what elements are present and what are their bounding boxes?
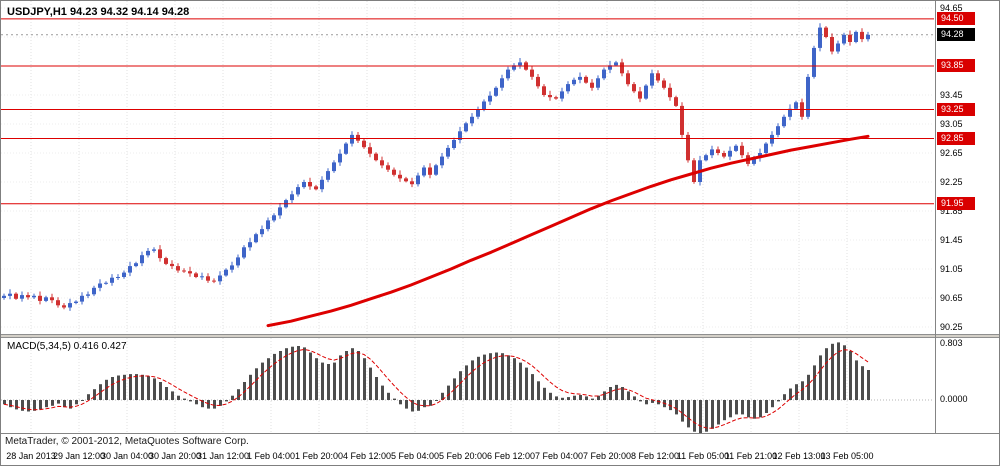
- time-tick-label: 6 Feb 12:00: [486, 451, 536, 461]
- price-tick-label: 93.45: [940, 90, 963, 100]
- pane-splitter[interactable]: [1, 334, 999, 338]
- level-price-badge: 93.25: [937, 103, 975, 116]
- macd-indicator-label: MACD(5,34,5) 0.416 0.427: [7, 341, 127, 352]
- price-tick-label: 92.65: [940, 148, 963, 158]
- time-tick-label: 31 Jan 12:00: [196, 451, 250, 461]
- level-price-badge: 94.50: [937, 12, 975, 25]
- time-axis[interactable]: 28 Jan 2013 29 Jan 12:00 30 Jan 04:00 30 Ja…: [1, 450, 999, 465]
- time-tick-label: 7 Feb 20:00: [582, 451, 632, 461]
- time-tick-label: 4 Feb 12:00: [342, 451, 392, 461]
- current-price-badge: 94.28: [937, 28, 975, 41]
- price-axis-separator: [935, 1, 936, 433]
- time-tick-label: 11 Feb 05:00: [676, 451, 730, 461]
- price-chart-pane[interactable]: [1, 1, 934, 334]
- time-tick-label: 28 Jan 2013: [6, 451, 56, 461]
- price-tick-label: 91.45: [940, 235, 963, 245]
- time-tick-label: 30 Jan 20:00: [148, 451, 202, 461]
- price-tick-label: 90.25: [940, 322, 963, 332]
- time-tick-label: 13 Feb 05:00: [820, 451, 874, 461]
- macd-axis-max-label: 0.803: [940, 338, 963, 348]
- level-price-badge: 92.85: [937, 132, 975, 145]
- time-tick-label: 30 Jan 04:00: [100, 451, 154, 461]
- copyright-text: MetaTrader, © 2001-2012, MetaQuotes Soft…: [5, 436, 249, 447]
- price-tick-label: 91.85: [940, 206, 963, 216]
- time-tick-label: 29 Jan 12:00: [52, 451, 106, 461]
- time-axis-separator: [1, 433, 999, 434]
- time-tick-label: 1 Feb 20:00: [294, 451, 344, 461]
- time-tick-label: 5 Feb 20:00: [438, 451, 488, 461]
- level-price-badge: 91.95: [937, 197, 975, 210]
- time-tick-label: 1 Feb 04:00: [246, 451, 296, 461]
- symbol-ohlc-label: USDJPY,H1 94.23 94.32 94.14 94.28: [7, 6, 190, 18]
- time-tick-label: 7 Feb 04:00: [534, 451, 584, 461]
- time-tick-label: 8 Feb 12:00: [630, 451, 680, 461]
- level-price-badge: 93.85: [937, 59, 975, 72]
- price-tick-label: 91.05: [940, 264, 963, 274]
- time-tick-label: 5 Feb 04:00: [390, 451, 440, 461]
- price-tick-label: 90.65: [940, 293, 963, 303]
- price-axis[interactable]: 94.6594.2593.8593.4593.0592.6592.2591.85…: [937, 1, 999, 433]
- macd-indicator-pane[interactable]: [1, 338, 934, 433]
- macd-axis-zero-label: 0.0000: [940, 394, 968, 404]
- price-tick-label: 92.25: [940, 177, 963, 187]
- time-tick-label: 11 Feb 21:00: [724, 451, 778, 461]
- price-tick-label: 93.05: [940, 119, 963, 129]
- price-tick-label: 94.65: [940, 3, 963, 13]
- time-tick-label: 12 Feb 13:00: [772, 451, 826, 461]
